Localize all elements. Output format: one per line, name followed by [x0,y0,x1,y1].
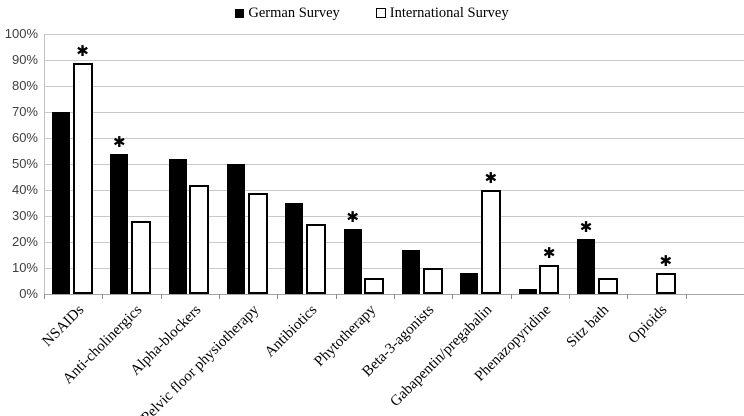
bar-german-survey [168,158,187,294]
bar-international-survey [189,184,210,294]
legend-item-international-survey: International Survey [375,4,509,22]
x-axis-tick [510,294,512,299]
bar-international-survey [655,273,676,294]
x-axis-tick [335,294,337,299]
x-axis-tick [44,294,45,299]
legend-label-german-survey: German Survey [248,4,340,21]
significance-asterisk: ✱ [579,218,593,237]
bar-german-survey [343,229,362,294]
bar-german-survey [402,249,420,294]
bar-german-survey [285,203,304,294]
bar-german-survey [460,273,479,294]
x-axis-tick [394,294,395,299]
significance-asterisk: ✱ [484,169,498,187]
y-axis-tick-label: 40% [11,182,38,197]
gridline [44,190,744,191]
y-axis-tick-label: 80% [11,78,38,93]
legend-item-german-survey: German Survey [235,4,340,22]
bar-international-survey [480,190,501,294]
significance-asterisk: ✱ [542,244,556,263]
bar-international-survey [247,192,268,294]
gridline [44,86,744,87]
gridline [44,60,744,61]
x-axis-tick [685,294,687,299]
y-axis-tick-label: 10% [11,260,38,275]
y-axis-line [44,34,45,294]
bar-german-survey [577,239,595,294]
bar-international-survey [305,223,326,294]
y-axis-tick-label: 60% [11,130,38,145]
x-axis-tick [219,294,220,299]
gridline [44,112,744,113]
significance-asterisk: ✱ [659,252,673,271]
bar-german-survey [227,164,245,294]
x-axis-tick [569,294,570,299]
bar-international-survey [130,221,151,294]
significance-asterisk: ✱ [76,41,89,60]
x-axis-tick [277,294,279,299]
bar-german-survey [518,288,537,294]
international-survey-swatch-icon [375,8,386,18]
significance-asterisk: ✱ [113,132,126,151]
x-axis-tick [627,294,629,299]
legend-label-international-survey: International Survey [389,4,509,21]
gridline [44,268,744,269]
y-axis-tick-label: 100% [4,26,38,41]
y-axis-tick-label: 90% [11,52,38,67]
gridline [44,242,744,243]
bar-german-survey [110,153,129,294]
y-axis-tick-label: 70% [11,104,38,119]
x-axis-tick [102,294,104,299]
y-axis-tick-label: 0% [19,286,38,301]
y-axis-tick-label: 20% [11,234,38,249]
bar-international-survey [539,265,560,294]
x-axis-tick [452,294,454,299]
bar-international-survey [72,62,93,294]
bar-german-survey [52,112,70,294]
gridline [44,164,744,165]
german-survey-swatch-icon [235,8,245,18]
bar-international-survey [597,278,618,294]
gridline [44,138,744,139]
bar-international-survey [422,268,443,294]
bar-international-survey [364,278,385,294]
significance-asterisk: ✱ [346,208,359,226]
y-axis-tick-label: 30% [11,208,38,223]
gridline [44,34,744,35]
gridline [44,216,744,217]
y-axis-tick-label: 50% [11,156,38,171]
x-axis-tick [160,294,162,299]
chart-legend: German Survey International Survey [0,3,744,23]
